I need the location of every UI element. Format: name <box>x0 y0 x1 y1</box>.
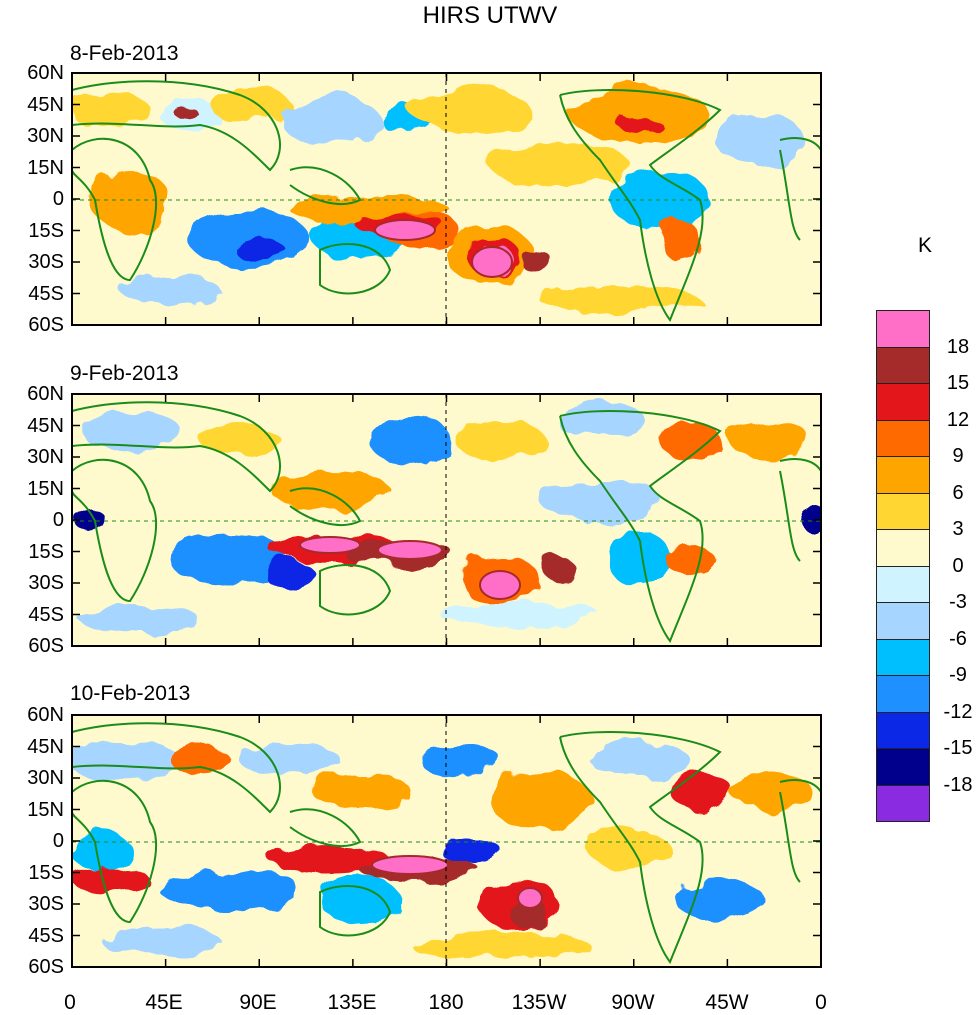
lat-label: 60S <box>28 956 64 978</box>
lat-label: 45N <box>27 414 64 437</box>
panel-date-1: 8-Feb-2013 <box>70 42 179 65</box>
lon-label: 180 <box>428 991 464 1014</box>
colorbar-level-label: -15 <box>943 737 973 759</box>
lon-label: 90W <box>611 991 655 1014</box>
colorbar-swatch <box>876 675 930 713</box>
lat-label: 45S <box>28 924 64 947</box>
lat-label: 15S <box>28 861 64 884</box>
panel-3-map <box>72 715 821 967</box>
colorbar-level-label: 0 <box>952 554 964 577</box>
lon-label: 90E <box>239 991 277 1014</box>
lon-label: 135E <box>327 991 377 1014</box>
colorbar-level-label: -3 <box>949 591 967 613</box>
lon-label: 135W <box>511 991 567 1014</box>
lat-label: 45N <box>27 735 64 758</box>
lat-label: 60N <box>27 62 64 84</box>
lat-label: 60S <box>28 314 64 336</box>
lat-label: 0 <box>52 830 64 852</box>
lat-label: 30N <box>27 125 64 147</box>
colorbar-level-label: 12 <box>946 408 970 431</box>
colorbar-level-label: -12 <box>943 700 973 723</box>
colorbar-swatch <box>876 711 930 749</box>
colorbar-swatch <box>876 456 930 494</box>
colorbar-level-label: -6 <box>949 627 967 650</box>
colorbar-unit: K <box>918 234 933 257</box>
colorbar-swatch <box>876 784 930 822</box>
colorbar-swatch <box>876 602 930 640</box>
colorbar-swatch <box>876 529 930 567</box>
lat-label: 45N <box>27 93 64 116</box>
colorbar-level-label: -9 <box>949 664 967 686</box>
lat-label: 0 <box>52 188 64 210</box>
lat-label: 30S <box>28 893 64 915</box>
colorbar-swatch <box>876 310 930 348</box>
colorbar-swatch <box>876 346 930 384</box>
lon-label: 0 <box>64 991 76 1014</box>
colorbar-swatch <box>876 419 930 457</box>
colorbar-swatch <box>876 383 930 421</box>
panel-1-map <box>72 73 821 325</box>
panel-1-coastline <box>71 80 822 323</box>
panel-date-3: 10-Feb-2013 <box>70 682 191 705</box>
lat-label: 15S <box>28 219 64 242</box>
colorbar-swatch <box>876 748 930 786</box>
colorbar-swatch <box>876 638 930 676</box>
coastlines <box>71 80 822 965</box>
lon-label: 0 <box>815 991 827 1014</box>
lat-label: 30S <box>28 251 64 273</box>
panel-3-coastline <box>71 722 822 965</box>
lat-label: 15N <box>27 156 64 179</box>
colorbar-level-label: 18 <box>946 335 970 358</box>
axis-ticks <box>71 72 822 968</box>
figure-title: HIRS UTWV <box>422 2 558 29</box>
colorbar-level-label: 6 <box>952 481 964 504</box>
colorbar-level-label: 15 <box>946 372 970 394</box>
lat-label: 30S <box>28 572 64 594</box>
panel-2-map <box>72 394 821 646</box>
panel-date-2: 9-Feb-2013 <box>70 362 179 385</box>
lat-label: 60S <box>28 635 64 657</box>
lat-label: 45S <box>28 603 64 626</box>
colorbar-level-label: 3 <box>952 518 964 540</box>
lat-label: 45S <box>28 282 64 305</box>
lat-label: 15N <box>27 477 64 500</box>
lon-label: 45W <box>705 991 749 1014</box>
colorbar-swatch <box>876 565 930 603</box>
guide-lines <box>72 199 821 843</box>
lat-label: 30N <box>27 446 64 468</box>
panel-2-coastline <box>71 401 822 644</box>
lat-label: 15N <box>27 798 64 821</box>
colorbar-level-label: -18 <box>943 773 973 796</box>
colorbar-swatch <box>876 492 930 530</box>
lat-label: 15S <box>28 540 64 563</box>
colorbar-level-label: 9 <box>952 445 964 467</box>
lat-label: 0 <box>52 509 64 531</box>
lat-label: 60N <box>27 383 64 405</box>
lon-label: 45E <box>145 991 183 1014</box>
lat-label: 30N <box>27 767 64 789</box>
lat-label: 60N <box>27 704 64 726</box>
